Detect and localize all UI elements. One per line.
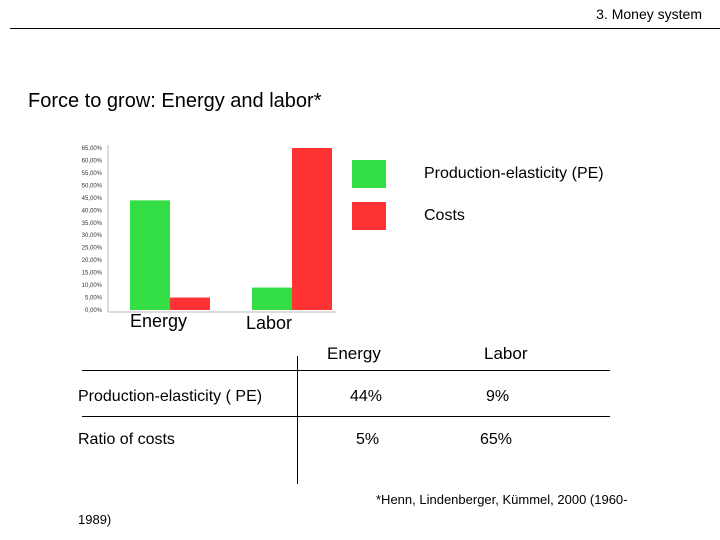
legend-label-pe: Production-elasticity (PE) [424, 165, 604, 182]
y-tick-label: 0,00% [85, 308, 103, 314]
y-tick-label: 25,00% [82, 246, 103, 252]
table-divider [297, 356, 298, 484]
table-rule-middle [82, 416, 610, 417]
y-tick-label: 15,00% [82, 271, 103, 277]
footnote: *Henn, Lindenberger, Kümmel, 2000 (1960- [376, 492, 628, 507]
section-header: 3. Money system [596, 6, 702, 22]
table-row-label-costs: Ratio of costs [78, 431, 175, 448]
y-tick-label: 10,00% [82, 283, 103, 289]
table-row-label-pe: Production-elasticity ( PE) [78, 388, 263, 405]
y-tick-label: 60,00% [82, 158, 103, 164]
bars [130, 148, 332, 310]
footnote-continuation: 1989) [78, 512, 112, 527]
table-cell-costs-labor: 65% [480, 431, 513, 448]
category-label-energy: Energy [130, 311, 188, 331]
category-label-labor: Labor [246, 313, 293, 333]
table-cell-costs-energy: 5% [356, 431, 380, 448]
y-tick-label: 5,00% [85, 296, 103, 302]
bar-energy-costs [170, 297, 210, 310]
y-tick-label: 45,00% [82, 196, 103, 202]
y-tick-label: 65,00% [82, 146, 103, 152]
legend-label-costs: Costs [424, 207, 465, 224]
y-tick-label: 50,00% [82, 183, 103, 189]
table-cell-pe-labor: 9% [486, 388, 510, 405]
table-header-energy: Energy [327, 344, 381, 363]
y-tick-label: 30,00% [82, 233, 103, 239]
y-tick-label: 55,00% [82, 171, 103, 177]
bar-chart: 0,00% 5,00% 10,00% 15,00% 20,00% 25,00% 30,00%… [82, 145, 336, 314]
bar-labor-costs [292, 148, 332, 310]
bar-labor-pe [252, 287, 292, 310]
table-header-labor: Labor [484, 344, 528, 363]
y-tick-label: 40,00% [82, 208, 103, 214]
header-rule [10, 28, 720, 29]
y-axis-ticks: 0,00% 5,00% 10,00% 15,00% 20,00% 25,00% 30,00%… [82, 146, 103, 314]
y-tick-label: 20,00% [82, 258, 103, 264]
legend-swatch-costs [352, 202, 386, 230]
table-cell-pe-energy: 44% [350, 388, 383, 405]
table-rule-top [82, 370, 610, 371]
legend-swatch-pe [352, 160, 386, 188]
slide-title: Force to grow: Energy and labor* [28, 90, 322, 112]
y-tick-label: 35,00% [82, 221, 103, 227]
bar-energy-pe [130, 200, 170, 310]
